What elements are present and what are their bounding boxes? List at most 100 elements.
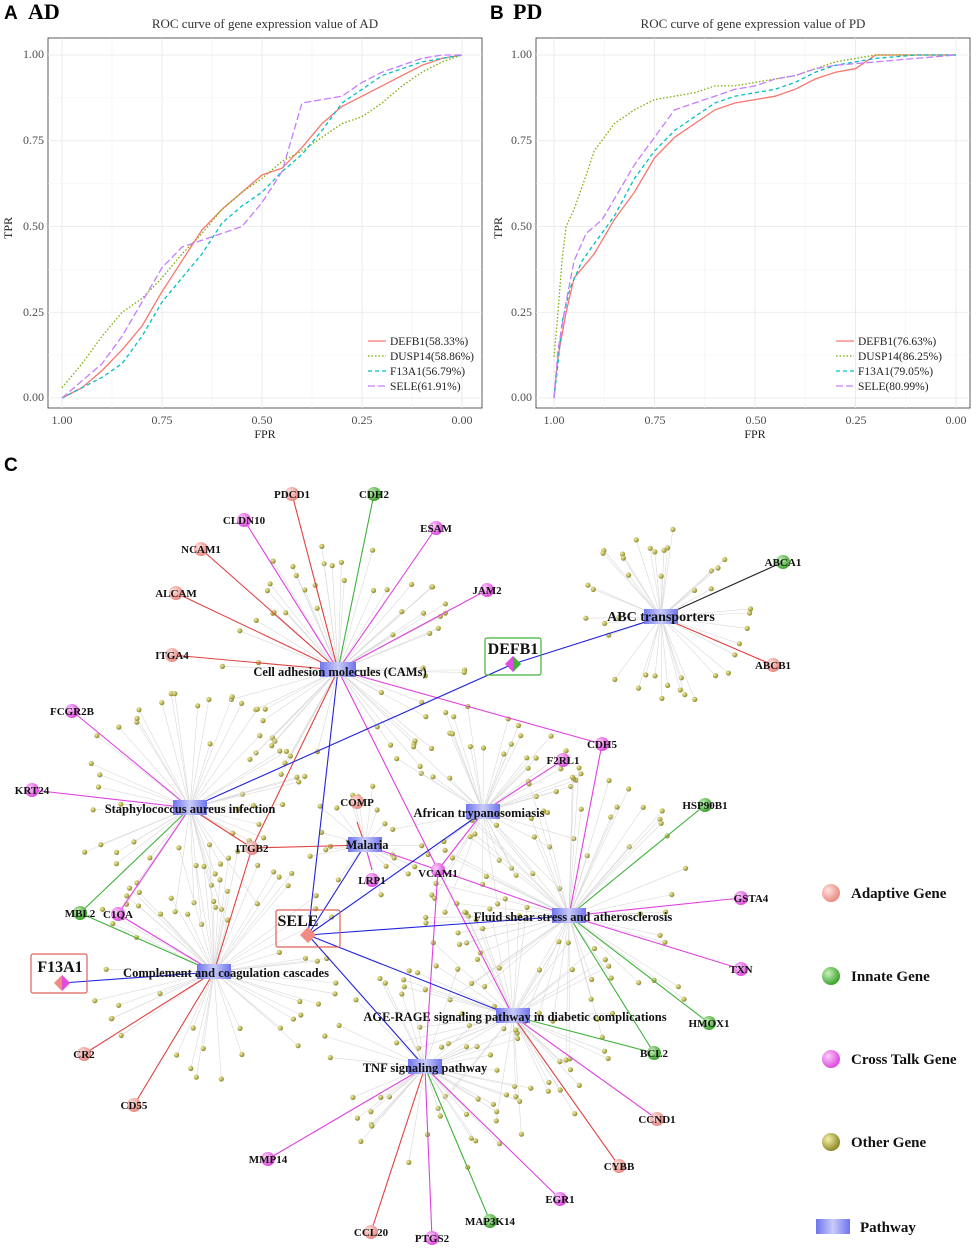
other-gene-node	[487, 906, 493, 912]
background-edge	[431, 811, 484, 896]
background-edge	[213, 971, 336, 995]
background-edge	[189, 696, 233, 809]
other-gene-node	[212, 871, 218, 877]
background-edge	[138, 905, 215, 973]
background-edge	[170, 898, 215, 973]
other-gene-node	[585, 582, 591, 588]
background-edge	[189, 807, 221, 865]
gene-node-gsta4	[734, 891, 748, 905]
background-edge	[645, 616, 662, 675]
other-gene-node	[626, 844, 632, 850]
other-gene-node	[208, 882, 214, 888]
other-gene-node	[256, 821, 262, 827]
other-gene-node	[568, 783, 574, 790]
other-gene-node	[323, 847, 329, 853]
other-gene-node	[285, 883, 291, 889]
pathway-label-fluid: Fluid shear stress and atherosclerosis	[474, 910, 673, 924]
gene-node-vcam1	[431, 863, 445, 877]
gene-nodes: PDCD1 CDH2 CLDN10 ESAM NCAM1 JAM2 ALCAM …	[15, 487, 801, 1245]
other-gene-node	[602, 957, 608, 963]
other-gene-node	[518, 733, 524, 739]
chart-b-ylabel: TPR	[491, 217, 505, 239]
background-edge	[357, 1066, 426, 1119]
other-gene-node	[409, 581, 415, 588]
pathway-label-mal: Malaria	[345, 838, 389, 852]
other-gene-node	[90, 807, 96, 813]
gene-label-cr2: CR2	[73, 1049, 95, 1061]
gene-node-krt24	[25, 783, 39, 797]
other-gene-node	[600, 550, 606, 556]
other-gene-node	[442, 601, 448, 607]
background-edge	[189, 705, 198, 809]
other-gene-node	[229, 694, 235, 700]
pathway-node-staph	[173, 800, 207, 815]
background-edge	[189, 781, 299, 809]
legend-swatch-innate	[822, 967, 840, 985]
background-edge	[385, 982, 426, 1068]
other-gene-node	[97, 772, 103, 778]
background-edge	[496, 1015, 514, 1121]
other-gene-node	[225, 888, 231, 894]
other-gene-node	[390, 632, 396, 638]
other-gene-node	[569, 774, 576, 780]
other-gene-node	[722, 556, 728, 563]
gene-label-jam2: JAM2	[472, 585, 502, 597]
chart-a-ytick-4: 1.00	[23, 47, 44, 61]
other-gene-node	[289, 870, 295, 876]
gene-label-lrp1: LRP1	[358, 875, 386, 887]
other-gene-node	[394, 756, 400, 762]
background-edge	[482, 757, 528, 813]
background-edge	[512, 1015, 549, 1092]
background-edge	[660, 567, 719, 618]
other-gene-node	[313, 893, 319, 899]
background-edge	[187, 914, 215, 973]
gene-label-ncam1: NCAM1	[181, 544, 221, 556]
background-edge	[213, 971, 243, 1055]
chart-a-xtick-1: 0.75	[152, 413, 173, 427]
other-gene-node	[276, 874, 282, 880]
background-edge	[337, 586, 433, 671]
other-gene-node	[590, 586, 596, 593]
other-gene-node	[490, 1101, 496, 1107]
chart-a-legend-label-3: SELE(61.91%)	[390, 381, 461, 393]
other-gene-node	[294, 774, 300, 780]
background-edge	[213, 971, 301, 1016]
edge-egr1	[424, 1066, 561, 1200]
edge-sele-age	[307, 934, 514, 1017]
other-gene-node	[261, 835, 267, 841]
background-edge	[189, 776, 297, 809]
other-gene-node	[423, 920, 429, 926]
other-gene-node	[536, 1010, 542, 1016]
chart-a-ytick-3: 0.75	[23, 133, 44, 147]
gene-node-bcl2	[647, 1046, 661, 1060]
other-gene-node	[530, 870, 536, 877]
other-gene-node	[254, 901, 260, 907]
other-gene-node	[282, 760, 288, 766]
background-edge	[568, 915, 639, 983]
chart-a-grid	[48, 38, 482, 408]
background-edge	[337, 589, 388, 671]
other-gene-node	[297, 998, 303, 1005]
other-gene-node	[602, 620, 608, 627]
background-edge	[534, 836, 570, 917]
other-gene-node	[235, 806, 241, 812]
other-gene-node	[399, 609, 405, 615]
background-edge	[189, 735, 261, 809]
other-gene-node	[546, 1079, 552, 1085]
gene-node-mbl2	[73, 906, 87, 920]
edge-pdcd1	[291, 493, 339, 671]
other-gene-node	[190, 1025, 196, 1031]
other-gene-node	[333, 980, 339, 986]
other-gene-node	[423, 714, 429, 720]
edge-ncam1	[200, 548, 339, 671]
gene-label-bcl2: BCL2	[640, 1048, 669, 1060]
background-edge	[106, 969, 215, 973]
background-edge	[654, 551, 662, 618]
other-gene-node	[588, 996, 594, 1002]
chart-a-legend: DEFB1(58.33%) DUSP14(58.86%) F13A1(56.79…	[368, 336, 474, 393]
edge-abcb1	[660, 616, 774, 666]
other-gene-node	[467, 834, 473, 840]
other-gene-node	[329, 563, 335, 569]
background-edge	[482, 744, 512, 813]
background-edge	[512, 1015, 550, 1083]
